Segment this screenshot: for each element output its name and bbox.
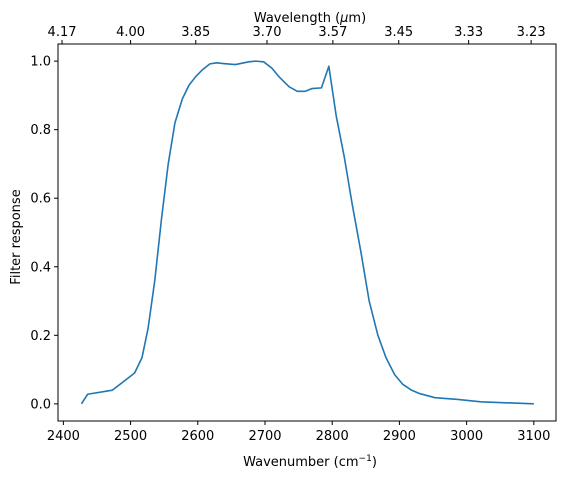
x-axis-label: Wavenumber (cm−1): [243, 454, 377, 470]
x-tick-label: 2500: [114, 429, 147, 444]
x-tick-label: 2400: [47, 429, 80, 444]
x-tick-label: 2800: [316, 429, 349, 444]
plot-frame: [57, 43, 557, 422]
top-axis-label: Wavelength (μm): [254, 11, 366, 26]
top-axis-ticks: 4.17 4.00 3.85 3.70 3.57 3.45 3.33 3.23: [48, 25, 546, 44]
y-tick-label: 0.0: [30, 397, 51, 412]
y-tick-label: 0.4: [30, 260, 51, 275]
y-tick-label: 1.0: [30, 55, 51, 70]
top-tick-label: 4.00: [116, 25, 145, 40]
filter-response-series-line: [80, 60, 534, 405]
x-tick-label: 3000: [450, 429, 483, 444]
top-tick-label: 3.57: [318, 25, 347, 40]
top-tick-label: 3.85: [181, 25, 210, 40]
plot-area: [57, 43, 557, 422]
y-tick-label: 0.8: [30, 123, 51, 138]
top-tick-label: 3.70: [253, 25, 282, 40]
y-axis-ticks: 0.0 0.2 0.4 0.6 0.8 1.0: [30, 55, 58, 412]
y-axis-label: Filter response: [9, 189, 24, 284]
x-tick-label: 2600: [181, 429, 214, 444]
x-tick-label: 2900: [383, 429, 416, 444]
y-tick-label: 0.6: [30, 192, 51, 207]
top-tick-label: 3.33: [454, 25, 483, 40]
top-tick-label: 4.17: [48, 25, 77, 40]
x-tick-label: 3100: [517, 429, 550, 444]
x-tick-label: 2700: [248, 429, 281, 444]
y-tick-label: 0.2: [30, 329, 51, 344]
top-tick-label: 3.23: [517, 25, 546, 40]
x-axis-ticks: 2400 2500 2600 2700 2800 2900 3000 3100: [47, 421, 550, 444]
top-tick-label: 3.45: [384, 25, 413, 40]
